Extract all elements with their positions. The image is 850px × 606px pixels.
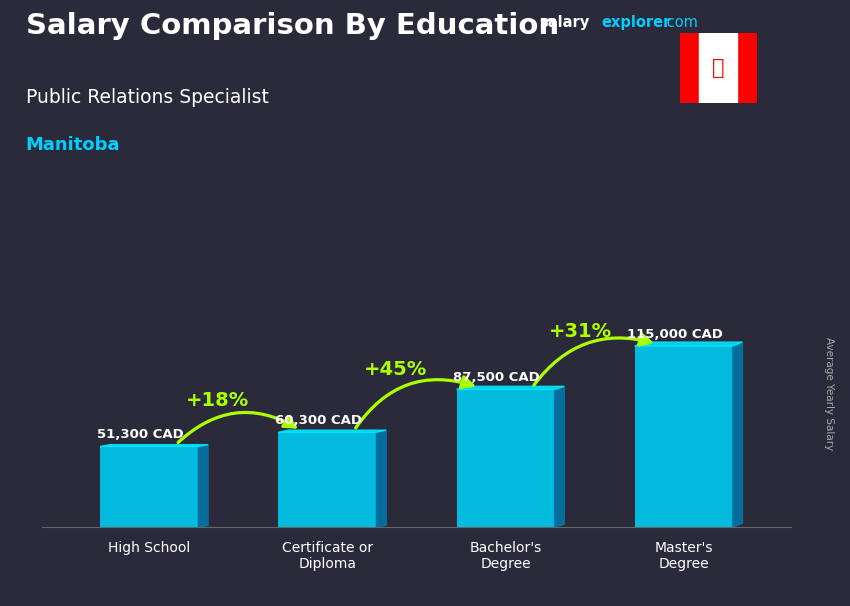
- Text: salary: salary: [540, 15, 590, 30]
- Polygon shape: [198, 445, 208, 527]
- Polygon shape: [100, 445, 208, 447]
- Text: +18%: +18%: [185, 391, 249, 410]
- Polygon shape: [456, 387, 564, 390]
- Text: 87,500 CAD: 87,500 CAD: [453, 371, 540, 384]
- Polygon shape: [554, 387, 564, 527]
- Polygon shape: [377, 430, 386, 527]
- Text: explorer: explorer: [601, 15, 671, 30]
- Polygon shape: [635, 342, 742, 346]
- Bar: [456, 390, 554, 527]
- Text: 60,300 CAD: 60,300 CAD: [275, 414, 362, 427]
- Text: 🍁: 🍁: [712, 58, 724, 78]
- Text: Average Yearly Salary: Average Yearly Salary: [824, 338, 834, 450]
- Text: +31%: +31%: [549, 322, 612, 341]
- Bar: [279, 432, 377, 527]
- Bar: [635, 346, 733, 527]
- Text: Salary Comparison By Education: Salary Comparison By Education: [26, 12, 558, 40]
- Text: .com: .com: [662, 15, 698, 30]
- Polygon shape: [733, 342, 742, 527]
- Text: 51,300 CAD: 51,300 CAD: [97, 428, 184, 441]
- Bar: [680, 33, 699, 103]
- Text: 115,000 CAD: 115,000 CAD: [626, 328, 722, 341]
- Bar: [699, 33, 737, 103]
- Text: Public Relations Specialist: Public Relations Specialist: [26, 88, 269, 107]
- Bar: [737, 33, 757, 103]
- Text: Manitoba: Manitoba: [26, 136, 120, 155]
- Polygon shape: [279, 430, 386, 432]
- Bar: [100, 447, 198, 527]
- Text: +45%: +45%: [364, 361, 427, 379]
